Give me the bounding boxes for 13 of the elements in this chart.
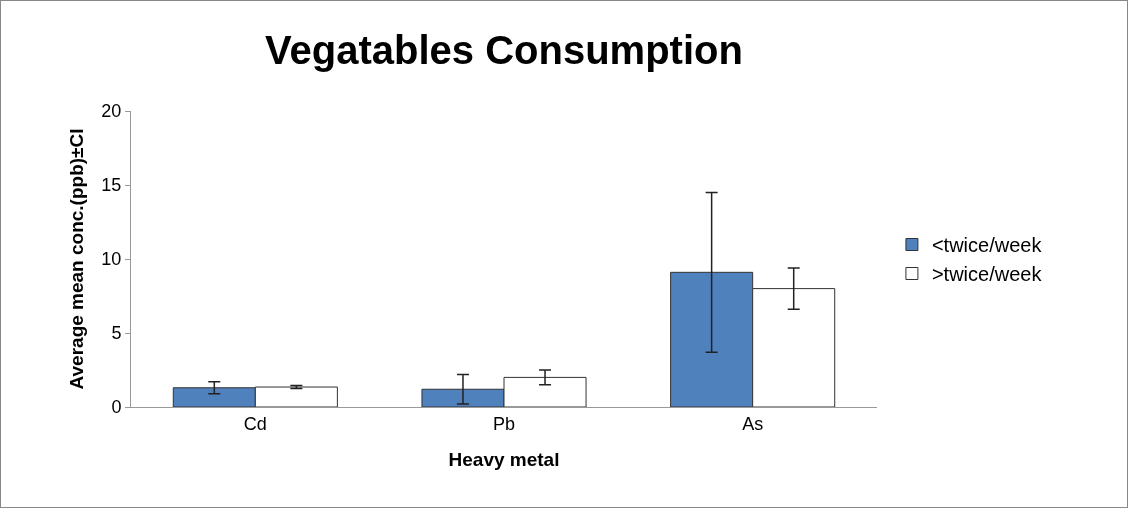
- x-tick-label: As: [742, 413, 764, 434]
- y-tick-label: 0: [111, 397, 122, 418]
- legend-label: >twice/week: [931, 263, 1043, 286]
- y-tick-label: 5: [111, 323, 122, 344]
- y-tick-label: 20: [101, 101, 122, 122]
- x-axis-title: Heavy metal: [448, 449, 560, 471]
- legend-label: <twice/week: [931, 234, 1043, 257]
- chart-title: Vegatables Consumption: [265, 28, 743, 73]
- x-tick-label: Pb: [492, 413, 516, 434]
- y-axis-title: Average mean conc.(ppb)±CI: [66, 128, 88, 390]
- x-tick-label: Cd: [243, 413, 267, 434]
- y-tick-label: 15: [101, 175, 122, 196]
- y-tick-label: 10: [101, 249, 122, 270]
